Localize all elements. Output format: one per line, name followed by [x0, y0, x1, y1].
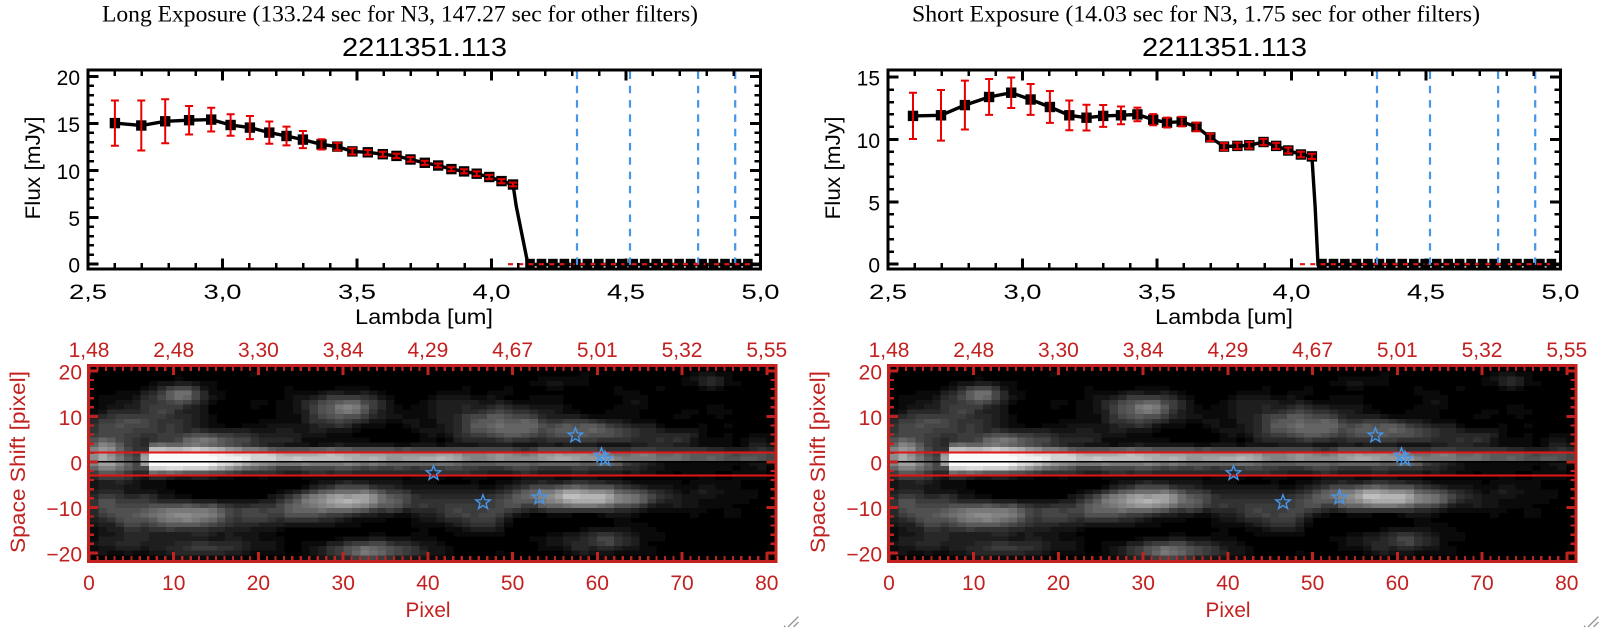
svg-text:3,0: 3,0 — [1004, 281, 1042, 304]
svg-text:70: 70 — [670, 572, 693, 595]
svg-text:0: 0 — [868, 255, 880, 278]
svg-text:4,0: 4,0 — [1273, 281, 1311, 304]
svg-text:Long Exposure (133.24 sec for: Long Exposure (133.24 sec for N3, 147.27… — [102, 2, 698, 27]
svg-text:2,5: 2,5 — [69, 281, 107, 304]
svg-text:40: 40 — [416, 572, 439, 595]
svg-text:10: 10 — [162, 572, 185, 595]
svg-text:10: 10 — [59, 407, 82, 430]
svg-text:Flux [mJy]: Flux [mJy] — [22, 117, 45, 220]
svg-text:3,0: 3,0 — [204, 281, 242, 304]
svg-text:30: 30 — [332, 572, 355, 595]
svg-text:20: 20 — [247, 572, 270, 595]
svg-text:5: 5 — [68, 208, 80, 231]
svg-text:60: 60 — [586, 572, 609, 595]
svg-text:4,5: 4,5 — [1407, 281, 1445, 304]
svg-text:4,5: 4,5 — [607, 281, 645, 304]
svg-text:10: 10 — [857, 130, 880, 153]
svg-text:2211351.113: 2211351.113 — [1142, 32, 1307, 62]
svg-text:−20: −20 — [46, 543, 82, 566]
svg-text:5,01: 5,01 — [577, 339, 618, 362]
svg-text:20: 20 — [57, 67, 80, 90]
svg-text:15: 15 — [857, 68, 880, 91]
svg-text:50: 50 — [501, 572, 524, 595]
svg-text:Lambda [um]: Lambda [um] — [1155, 306, 1293, 329]
svg-text:5,0: 5,0 — [742, 281, 780, 304]
svg-text:5,55: 5,55 — [746, 339, 787, 362]
svg-text:2,48: 2,48 — [153, 339, 194, 362]
svg-text:Short Exposure (14.03 sec for: Short Exposure (14.03 sec for N3, 1.75 s… — [912, 2, 1480, 27]
svg-text:2211351.113: 2211351.113 — [342, 32, 507, 62]
svg-text:0: 0 — [68, 255, 80, 278]
svg-text:3,5: 3,5 — [338, 281, 376, 304]
svg-text:5,32: 5,32 — [662, 339, 703, 362]
svg-text:15: 15 — [57, 114, 80, 137]
svg-text:10: 10 — [57, 161, 80, 184]
svg-text:4,67: 4,67 — [492, 339, 533, 362]
svg-text:20: 20 — [59, 361, 82, 384]
svg-text:Space Shift [pixel]: Space Shift [pixel] — [7, 371, 30, 553]
svg-text:Flux [mJy]: Flux [mJy] — [822, 117, 845, 220]
svg-text:5,0: 5,0 — [1542, 281, 1580, 304]
svg-text:3,84: 3,84 — [323, 339, 364, 362]
svg-text:0: 0 — [83, 572, 95, 595]
svg-text:80: 80 — [755, 572, 778, 595]
svg-text:5: 5 — [868, 192, 880, 215]
svg-text:2,5: 2,5 — [869, 281, 907, 304]
svg-text:0: 0 — [70, 452, 82, 475]
svg-text:4,29: 4,29 — [407, 339, 448, 362]
svg-text:−10: −10 — [46, 498, 82, 521]
svg-text:Lambda [um]: Lambda [um] — [355, 306, 493, 329]
svg-text:1,48: 1,48 — [69, 339, 110, 362]
svg-text:3,30: 3,30 — [238, 339, 279, 362]
svg-text:3,5: 3,5 — [1138, 281, 1176, 304]
svg-text:4,0: 4,0 — [473, 281, 511, 304]
svg-text:Pixel: Pixel — [406, 599, 451, 622]
